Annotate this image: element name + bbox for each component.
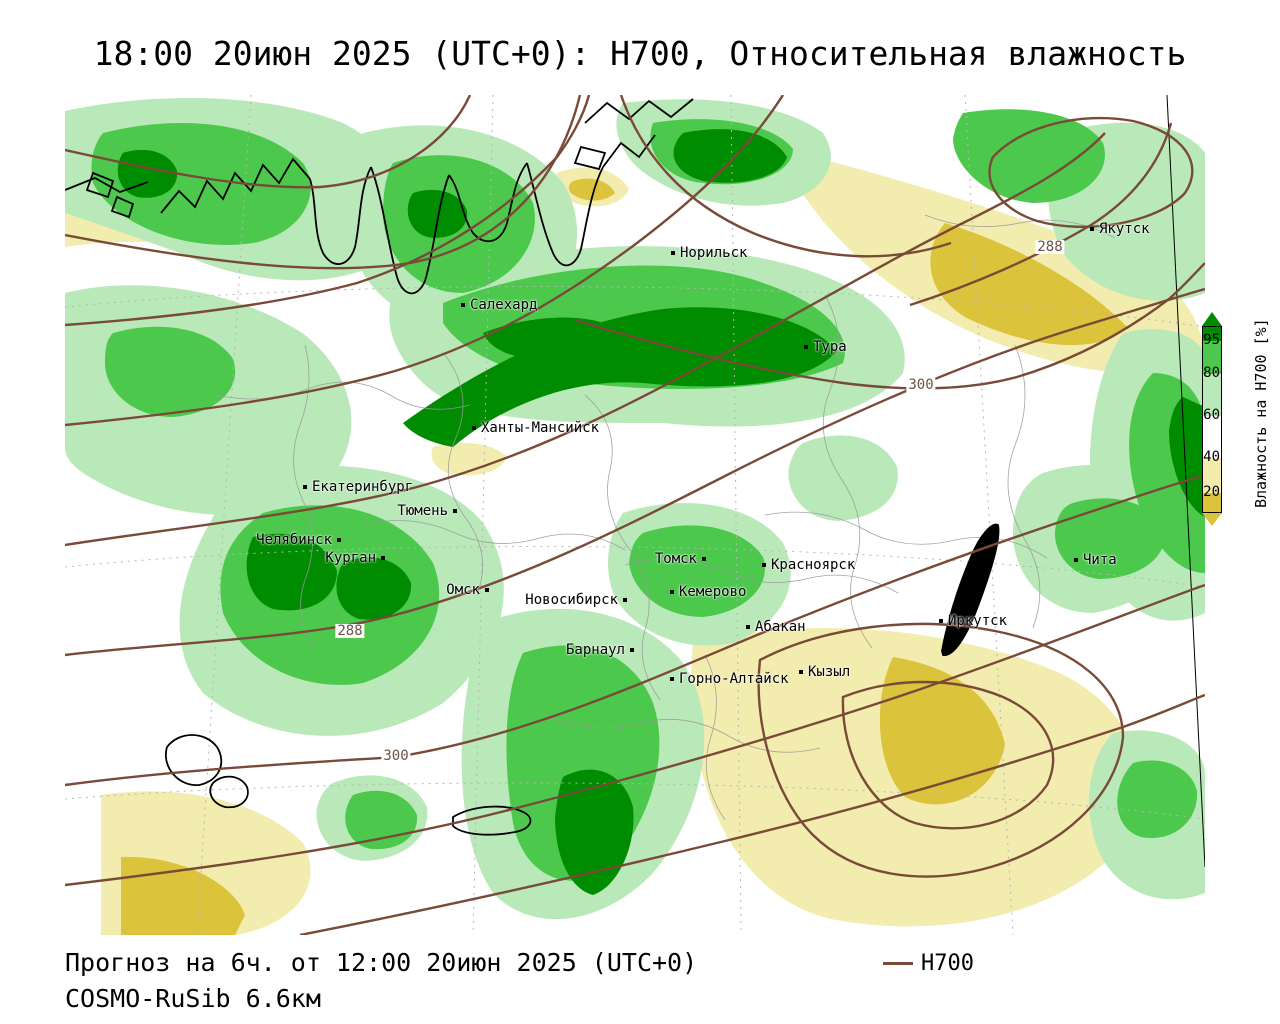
- colorbar: 95 80 60 40 20: [1202, 312, 1262, 526]
- h700-legend: H700: [883, 951, 974, 976]
- map-title: 18:00 20июн 2025 (UTC+0): H700, Относите…: [93, 34, 1187, 73]
- colorbar-tick-label: 20: [1203, 484, 1220, 500]
- graticule-lines: [65, 95, 1205, 935]
- humidity-fill-gt-95: [117, 129, 1205, 895]
- map-canvas: [65, 95, 1205, 935]
- colorbar-title: Влажность на H700 [%]: [1252, 318, 1270, 508]
- admin-borders: [214, 214, 1116, 821]
- forecast-info-line: Прогноз на 6ч. от 12:00 20июн 2025 (UTC+…: [65, 948, 698, 977]
- colorbar-segment: [1203, 493, 1221, 512]
- weather-field-svg: [65, 95, 1205, 935]
- h700-contour-lines: [65, 95, 1205, 935]
- colorbar-tick-label: 60: [1203, 407, 1220, 423]
- colorbar-segment: [1203, 327, 1221, 341]
- h700-legend-label: H700: [921, 951, 974, 976]
- colorbar-segment: [1203, 374, 1221, 416]
- model-info-line: COSMO-RuSib 6.6км: [65, 984, 321, 1013]
- colorbar-arrow-down-icon: [1202, 513, 1222, 526]
- colorbar-tick-label: 95: [1203, 332, 1220, 348]
- colorbar-segment: [1203, 341, 1221, 374]
- colorbar-segment: [1203, 458, 1221, 493]
- h700-legend-line-icon: [883, 962, 913, 965]
- colorbar-arrow-up-icon: [1202, 312, 1222, 326]
- colorbar-segment: [1203, 416, 1221, 458]
- colorbar-tick-label: 80: [1203, 365, 1220, 381]
- colorbar-scale: [1202, 326, 1222, 513]
- colorbar-tick-label: 40: [1203, 449, 1220, 465]
